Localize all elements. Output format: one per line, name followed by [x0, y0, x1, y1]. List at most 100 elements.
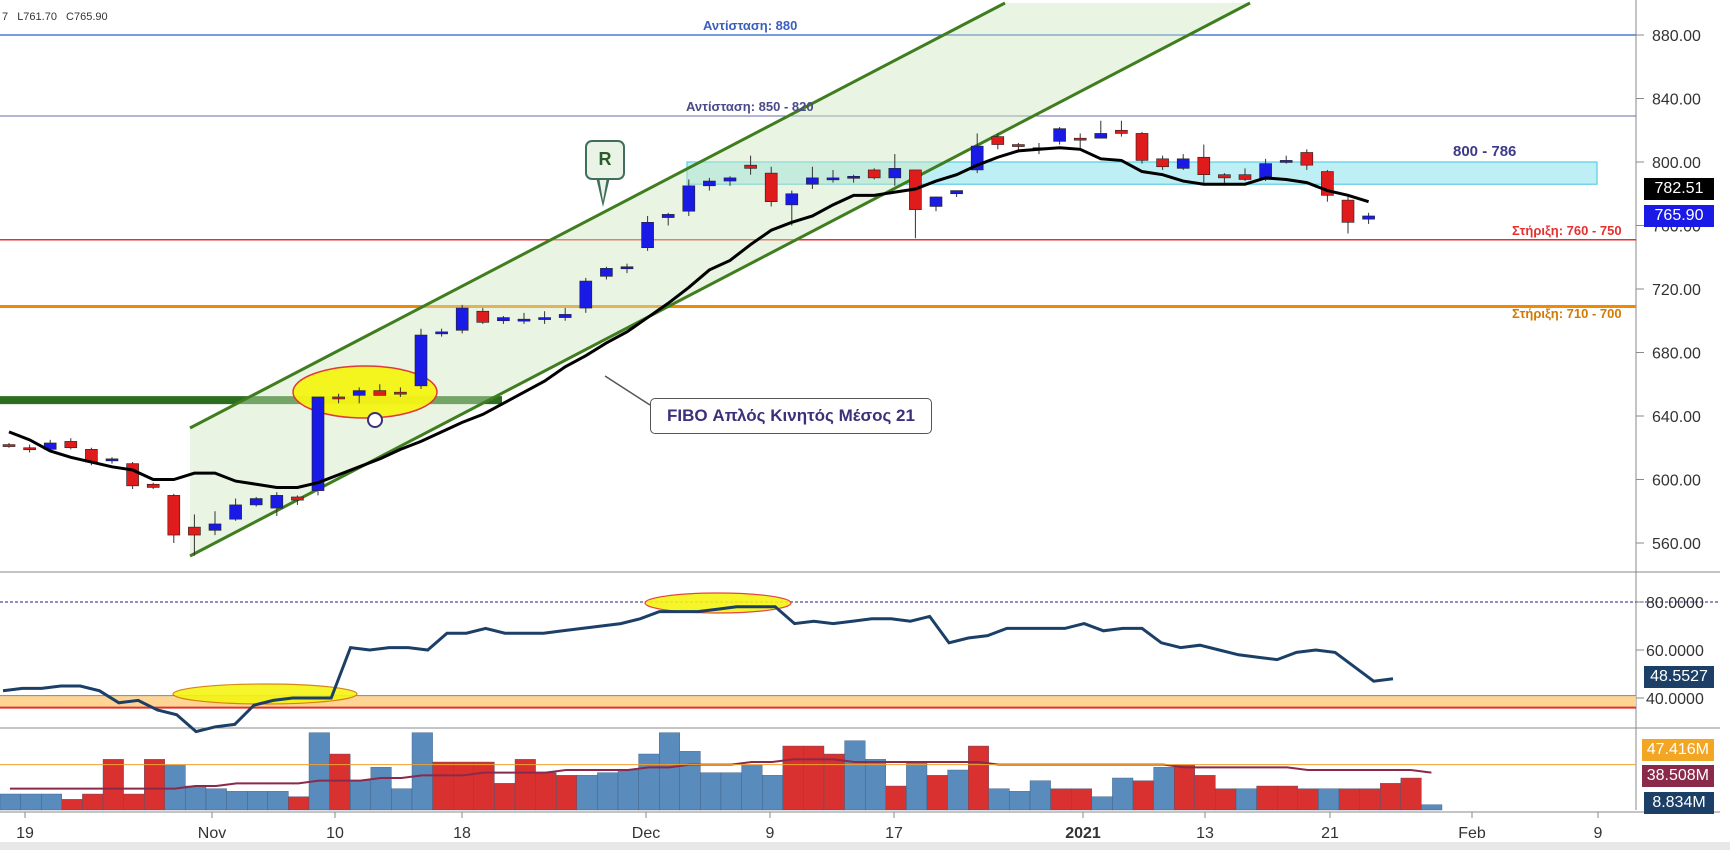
- volume-bar: [1112, 777, 1134, 811]
- volume-bar: [803, 745, 825, 811]
- volume-bar: [679, 751, 701, 811]
- x-tick-label: 9: [766, 825, 775, 842]
- candle-body: [1218, 174, 1231, 179]
- resistance-850-label: Αντίσταση: 850 - 820: [686, 99, 814, 114]
- r-marker-tail-inner: [599, 177, 607, 201]
- volume-bar: [617, 769, 639, 811]
- candle-body: [929, 196, 943, 207]
- volume-last-tag: 8.834M: [1644, 792, 1714, 814]
- candle-body: [23, 447, 36, 451]
- volume-bar: [350, 780, 372, 811]
- candle-body: [1362, 215, 1375, 220]
- volume-bar: [1215, 788, 1237, 811]
- candle-body: [105, 458, 119, 462]
- candle-body: [64, 441, 78, 449]
- volume-bar: [391, 788, 413, 811]
- fibo-ma-label[interactable]: FIBO Απλός Κινητός Μέσος 21: [650, 398, 932, 434]
- candle-body: [1176, 158, 1190, 169]
- volume-bar: [1009, 791, 1031, 811]
- candle-body: [126, 463, 139, 487]
- rsi-tick-label: 40.0000: [1646, 691, 1704, 708]
- fibo-pointer-line: [604, 375, 651, 406]
- volume-bar: [411, 732, 433, 811]
- volume-bar: [205, 788, 227, 811]
- volume-bar: [638, 753, 660, 811]
- candle-body: [847, 175, 860, 179]
- candle-body: [1279, 160, 1293, 163]
- candle-body: [723, 177, 737, 182]
- volume-bar: [432, 761, 454, 811]
- volume-bar: [308, 732, 330, 811]
- candle-body: [600, 268, 613, 277]
- volume-bar: [453, 761, 475, 811]
- volume-bar: [885, 785, 907, 811]
- resistance-880-label: Αντίσταση: 880: [703, 18, 798, 33]
- ma-price-tag: 782.51: [1644, 178, 1714, 200]
- x-tick-label: 13: [1196, 825, 1214, 842]
- volume-bar: [82, 793, 104, 811]
- price-panel-frame: [0, 0, 1636, 572]
- horizontal-support-bar: [0, 396, 502, 405]
- x-tick-label: 19: [16, 825, 34, 842]
- volume-bar: [288, 796, 310, 811]
- rsi-line: [2, 605, 1394, 734]
- candle-body: [1259, 163, 1272, 180]
- channel-upper-line: [189, 1, 1006, 430]
- volume-bar: [597, 772, 619, 811]
- volume-bar: [556, 775, 578, 811]
- volume-bar: [1276, 785, 1298, 811]
- candle-body: [1115, 129, 1128, 134]
- candle-body: [826, 177, 840, 181]
- price-tick-label: 560.00: [1652, 536, 1701, 553]
- price-tick-label: 600.00: [1652, 473, 1701, 490]
- rsi-tick-label: 60.0000: [1646, 643, 1704, 660]
- candle-body: [661, 214, 675, 218]
- ohlc-low: L761.70: [17, 11, 57, 23]
- candle-body: [249, 498, 263, 506]
- candle-body: [1197, 156, 1211, 176]
- rsi-zone: [0, 695, 1636, 708]
- price-tick-label: 800.00: [1652, 155, 1701, 172]
- volume-panel: [0, 732, 1636, 811]
- bottom-strip: [0, 842, 1730, 850]
- rsi-value-tag: 48.5527: [1644, 666, 1714, 688]
- volume-bar: [1318, 788, 1340, 811]
- candle-body: [888, 168, 902, 179]
- candle-body: [394, 391, 407, 395]
- volume-bar: [1029, 780, 1051, 811]
- volume-bar: [720, 772, 742, 811]
- volume-bar: [1338, 788, 1360, 811]
- candle-body: [229, 504, 242, 520]
- volume-bar: [700, 772, 722, 811]
- candle-body: [414, 334, 428, 387]
- candle-body: [332, 396, 345, 400]
- price-tick-label: 880.00: [1652, 28, 1701, 45]
- price-tick-label: 720.00: [1652, 282, 1701, 299]
- candle-body: [806, 177, 819, 185]
- volume-bar: [123, 793, 145, 811]
- r-marker[interactable]: R: [585, 140, 625, 180]
- candle-body: [744, 164, 757, 169]
- volume-ma-tag: 38.508M: [1641, 765, 1714, 787]
- volume-bar: [226, 791, 248, 811]
- x-tick-label: 9: [1594, 825, 1603, 842]
- y-axis-ticks: 560.00600.00640.00680.00720.00760.00800.…: [16, 28, 1701, 842]
- volume-bar: [370, 767, 392, 811]
- candle-body: [785, 193, 799, 206]
- volume-bar: [1050, 788, 1072, 811]
- volume-bar: [906, 761, 928, 811]
- candle-body: [1094, 133, 1108, 139]
- candle-body: [1300, 152, 1314, 166]
- volume-bar: [865, 759, 887, 811]
- ohlc-part: 7: [2, 11, 9, 23]
- volume-bar: [473, 761, 495, 811]
- volume-bar: [329, 753, 351, 811]
- volume-bar: [1297, 788, 1319, 811]
- candle-body: [1012, 144, 1025, 147]
- volume-orange-tag: 47.416M: [1641, 739, 1714, 761]
- volume-bar: [143, 759, 165, 811]
- volume-bar: [514, 759, 536, 811]
- price-tick-label: 680.00: [1652, 346, 1701, 363]
- volume-bar: [988, 788, 1010, 811]
